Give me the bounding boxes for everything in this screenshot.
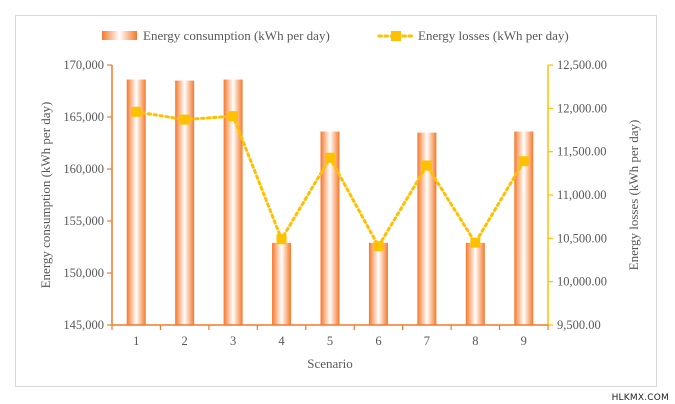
losses-marker-2 [179, 114, 190, 125]
bar-scenario-9 [514, 131, 534, 325]
bar-scenario-6 [368, 242, 388, 325]
x-tick-label: 4 [278, 334, 285, 348]
watermark: HLKMX.COM [611, 393, 669, 403]
x-tick-label: 8 [472, 334, 478, 348]
x-tick-label: 5 [327, 334, 333, 348]
losses-marker-6 [373, 241, 384, 252]
left-tick-label: 165,000 [63, 110, 104, 124]
bar-scenario-1 [126, 79, 146, 325]
right-tick-label: 12,000.00 [557, 101, 607, 115]
bar-series [126, 79, 534, 325]
left-tick-label: 150,000 [63, 266, 104, 280]
x-axis-title: Scenario [307, 356, 352, 371]
left-tick-label: 145,000 [63, 318, 104, 332]
x-tick-label: 9 [521, 334, 527, 348]
left-axis-title: Energy consumption (kWh per day) [38, 102, 53, 289]
x-tick-label: 1 [133, 334, 139, 348]
losses-marker-9 [518, 156, 529, 167]
x-tick-label: 6 [375, 334, 381, 348]
losses-marker-3 [228, 111, 239, 122]
losses-marker-8 [470, 237, 481, 248]
losses-marker-5 [325, 152, 335, 163]
right-tick-label: 11,500.00 [557, 145, 607, 159]
right-tick-label: 12,500.00 [557, 58, 607, 72]
losses-marker-7 [421, 160, 432, 171]
line-series [131, 106, 529, 252]
losses-marker-1 [131, 106, 142, 117]
bar-scenario-5 [320, 131, 340, 325]
x-tick-label: 7 [424, 334, 430, 348]
right-axis-title: Energy losses (kWh per day) [626, 120, 641, 271]
bar-scenario-2 [175, 80, 195, 325]
x-tick-label: 2 [182, 334, 188, 348]
legend-label-losses: Energy losses (kWh per day) [418, 28, 569, 43]
right-tick-label: 10,500.00 [557, 231, 607, 245]
left-tick-label: 155,000 [63, 214, 104, 228]
right-tick-label: 9,500.00 [557, 318, 601, 332]
right-tick-label: 10,000.00 [557, 275, 607, 289]
right-tick-label: 11,000.00 [557, 188, 607, 202]
bar-scenario-3 [223, 79, 243, 325]
chart-legend: Energy consumption (kWh per day) Energy l… [102, 28, 569, 43]
bar-scenario-8 [465, 242, 485, 325]
losses-marker-4 [276, 234, 287, 245]
chart-axes: 145,000 150,000 155,000 160,000 165,000 170,0… [38, 58, 641, 371]
legend-swatch-losses-marker [391, 31, 401, 41]
bar-scenario-4 [272, 242, 292, 325]
left-tick-label: 170,000 [63, 58, 104, 72]
left-tick-label: 160,000 [63, 162, 104, 176]
legend-label-consumption: Energy consumption (kWh per day) [143, 28, 330, 43]
legend-swatch-consumption [102, 31, 137, 40]
bar-scenario-7 [417, 132, 437, 325]
x-tick-label: 3 [230, 334, 236, 348]
